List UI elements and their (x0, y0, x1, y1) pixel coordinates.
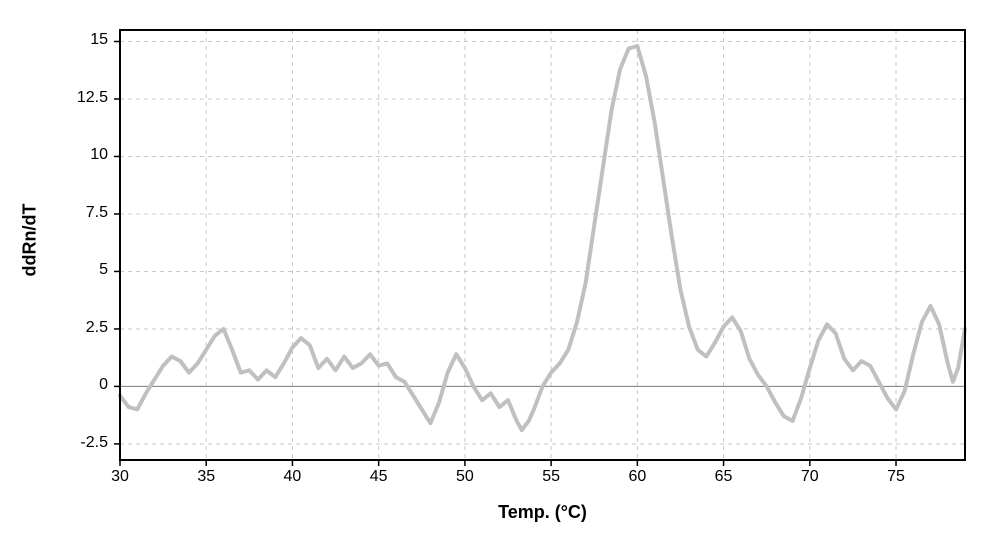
y-tick-label: 7.5 (48, 204, 108, 222)
x-tick-label: 50 (440, 468, 490, 486)
y-tick-label: 0 (48, 376, 108, 394)
x-tick-label: 35 (181, 468, 231, 486)
x-tick-label: 55 (526, 468, 576, 486)
x-tick-label: 70 (785, 468, 835, 486)
y-tick-label: 10 (48, 146, 108, 164)
x-axis-label: Temp. (°C) (443, 502, 643, 523)
y-tick-label: 15 (48, 31, 108, 49)
x-tick-label: 75 (871, 468, 921, 486)
y-tick-label: -2.5 (48, 434, 108, 452)
chart-svg (0, 0, 1000, 555)
x-tick-label: 45 (354, 468, 404, 486)
x-tick-label: 60 (612, 468, 662, 486)
chart-root: -2.5 0 2.5 5 7.5 10 12.5 15 30 35 40 45 50 55 60 65 70 75… (0, 0, 1000, 555)
y-tick-label: 5 (48, 261, 108, 279)
x-tick-label: 30 (95, 468, 145, 486)
y-axis-label: ddRn/dT (20, 217, 41, 277)
y-tick-label: 2.5 (48, 319, 108, 337)
x-tick-label: 65 (699, 468, 749, 486)
x-tick-label: 40 (267, 468, 317, 486)
y-tick-label: 12.5 (48, 89, 108, 107)
